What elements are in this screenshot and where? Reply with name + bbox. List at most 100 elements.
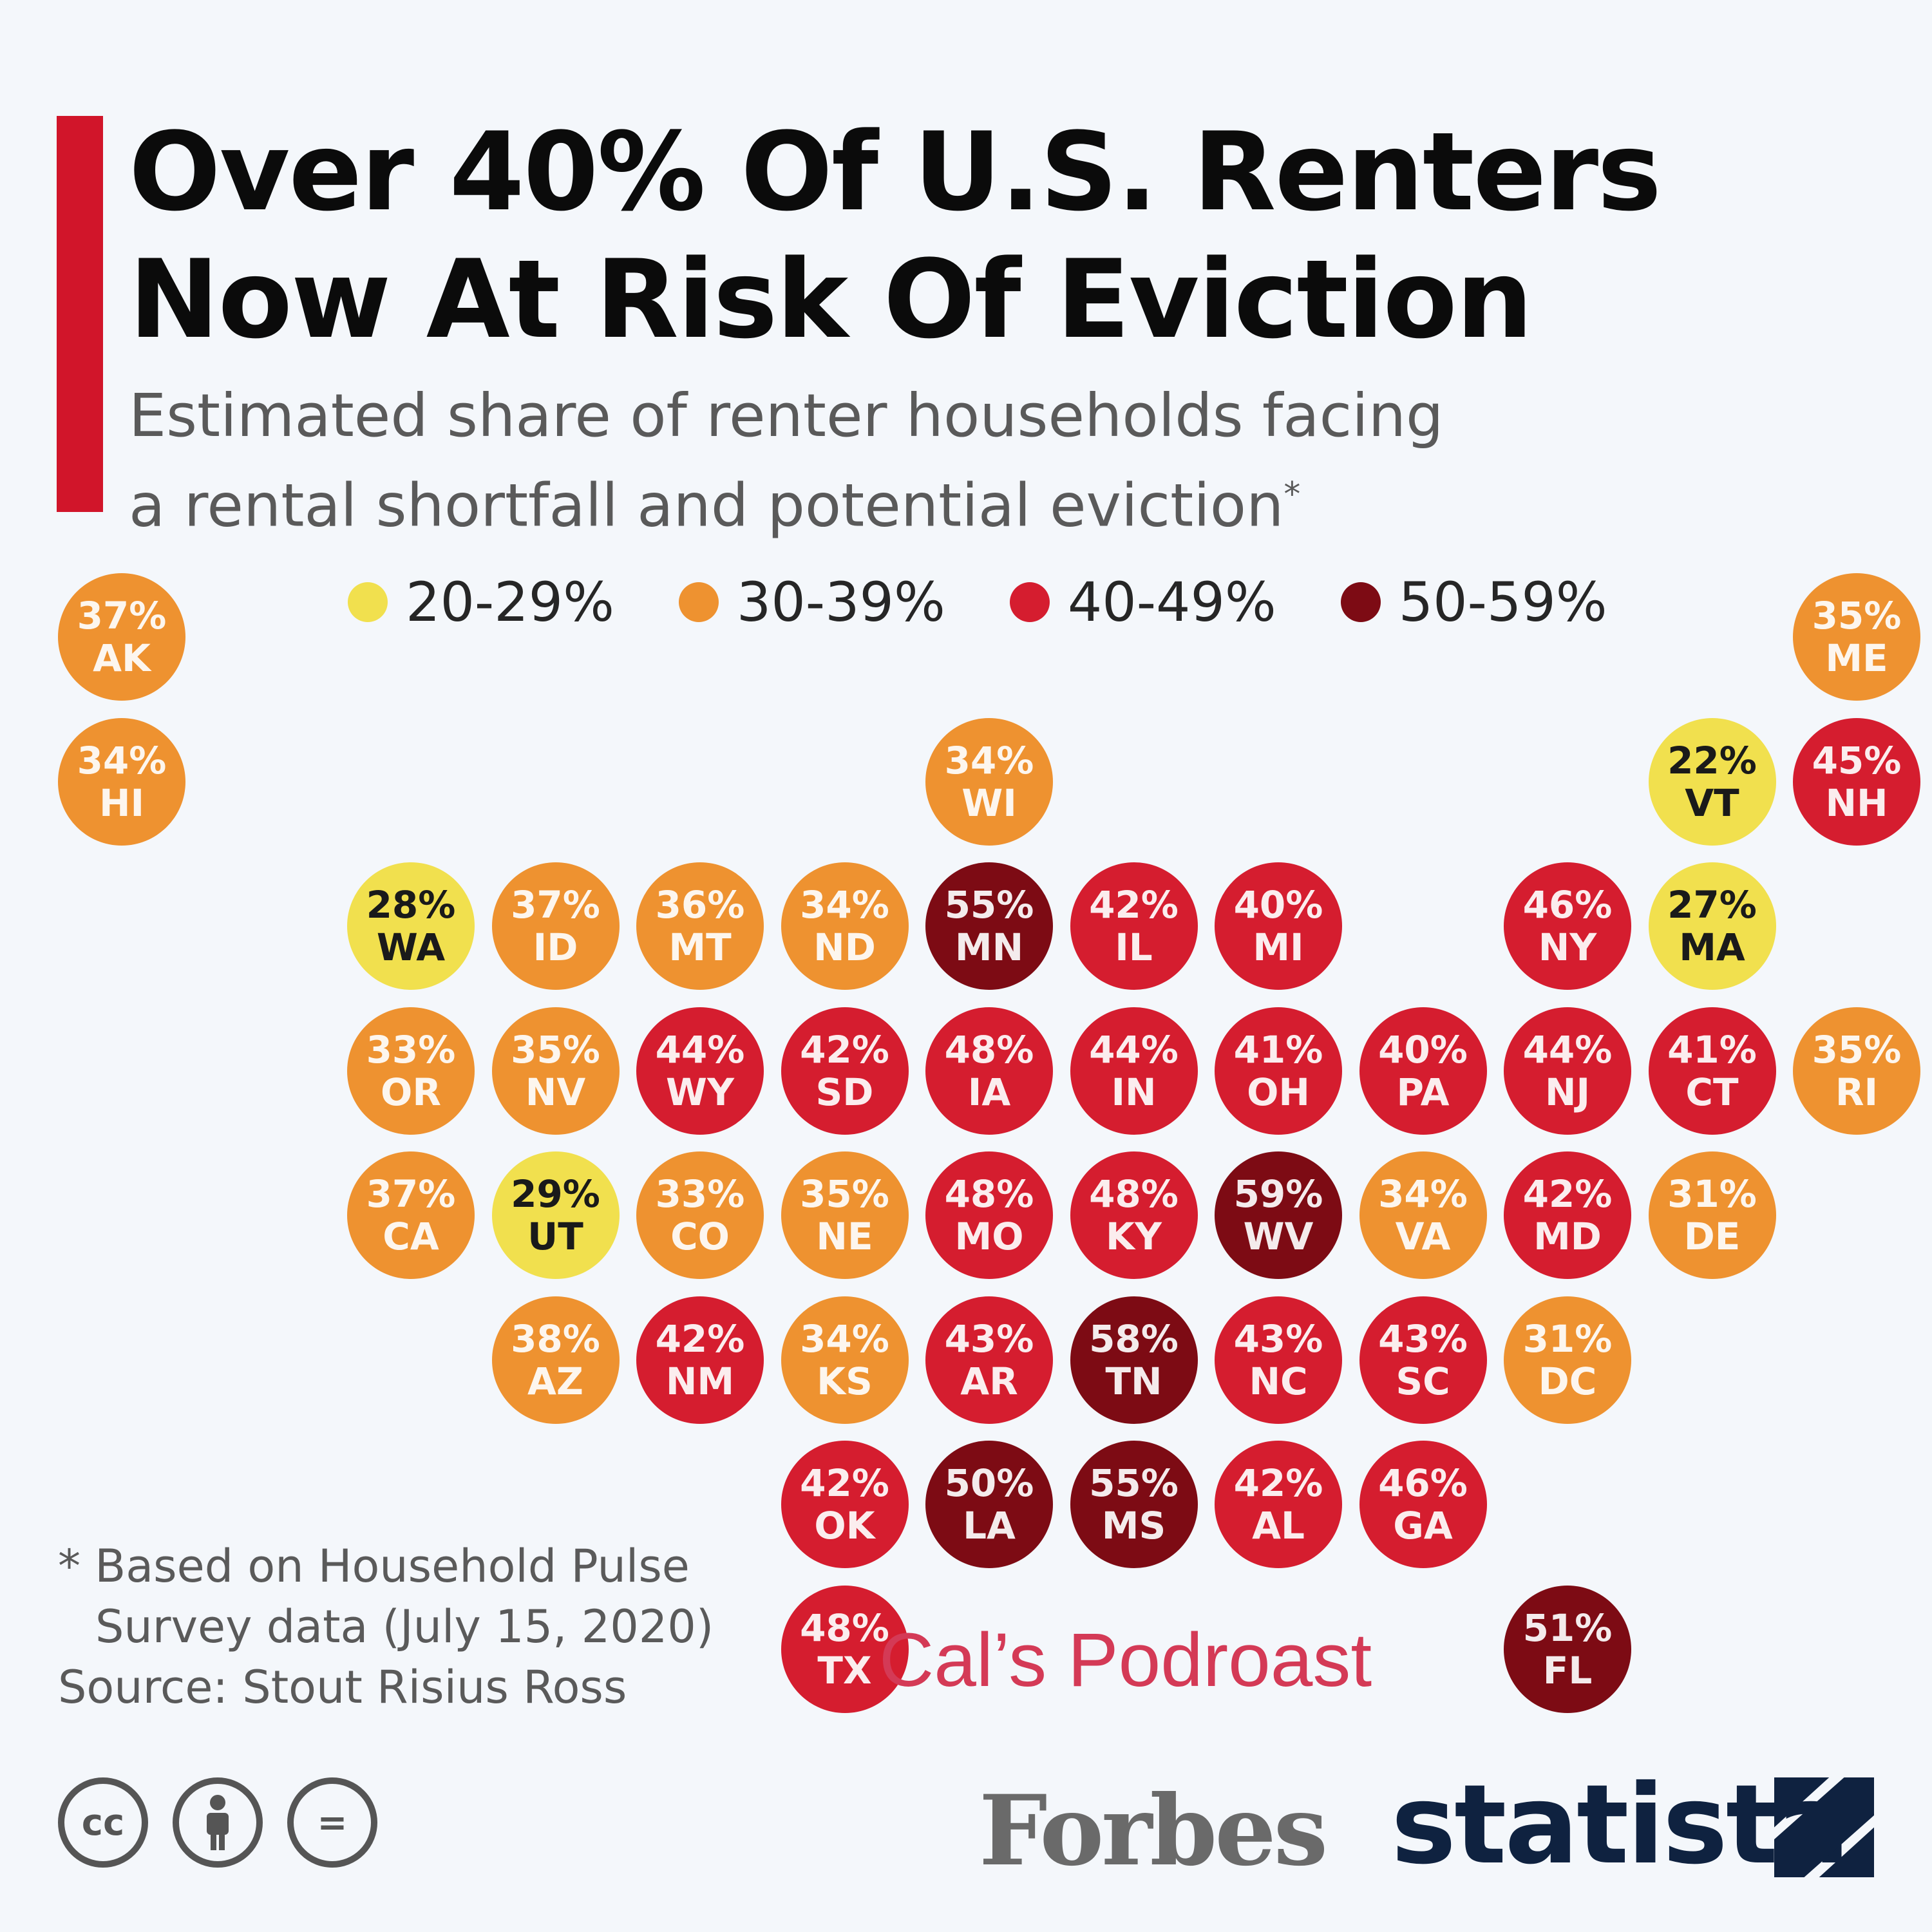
state-value: 55% bbox=[944, 883, 1034, 927]
state-tile-mn: 55% MN bbox=[925, 862, 1053, 990]
state-tile-nj: 44% NJ bbox=[1504, 1007, 1631, 1135]
state-abbr: IA bbox=[967, 1070, 1011, 1114]
state-abbr: MN bbox=[954, 925, 1024, 969]
state-value: 31% bbox=[1522, 1316, 1613, 1361]
state-abbr: AK bbox=[93, 636, 151, 680]
legend-label: 40-49% bbox=[1067, 571, 1276, 634]
state-abbr: SC bbox=[1396, 1359, 1450, 1403]
state-tile-ar: 43% AR bbox=[925, 1296, 1053, 1424]
state-value: 42% bbox=[1089, 883, 1179, 927]
state-abbr: VT bbox=[1685, 781, 1739, 825]
state-tile-md: 42% MD bbox=[1504, 1151, 1631, 1279]
state-tile-fl: 51% FL bbox=[1504, 1585, 1631, 1713]
state-value: 58% bbox=[1089, 1316, 1179, 1361]
state-value: 35% bbox=[1812, 594, 1902, 638]
state-tile-ks: 34% KS bbox=[781, 1296, 909, 1424]
legend-label: 30-39% bbox=[736, 571, 945, 634]
state-abbr: HI bbox=[99, 781, 145, 825]
source-text: Source: Stout Risius Ross bbox=[58, 1661, 627, 1714]
state-value: 34% bbox=[1378, 1172, 1468, 1216]
subtitle: Estimated share of renter households fac… bbox=[129, 377, 1610, 545]
state-value: 28% bbox=[366, 883, 456, 927]
state-abbr: CO bbox=[670, 1215, 730, 1258]
state-value: 48% bbox=[944, 1027, 1034, 1072]
state-value: 41% bbox=[1667, 1027, 1757, 1072]
statista-logo: statista bbox=[1391, 1761, 1850, 1889]
state-abbr: NM bbox=[665, 1359, 735, 1403]
state-abbr: KS bbox=[817, 1359, 873, 1403]
state-abbr: ND bbox=[813, 925, 876, 969]
state-tile-nv: 35% NV bbox=[491, 1007, 620, 1135]
state-tile-sd: 42% SD bbox=[781, 1007, 909, 1135]
state-tile-ny: 46% NY bbox=[1504, 862, 1631, 990]
state-value: 55% bbox=[1089, 1461, 1179, 1505]
state-abbr: NC bbox=[1249, 1359, 1308, 1403]
legend-item: 50-59% bbox=[1340, 571, 1607, 634]
statista-mark-icon bbox=[1774, 1777, 1874, 1877]
state-abbr: ME bbox=[1825, 636, 1888, 680]
subtitle-footnote-mark: * bbox=[1283, 475, 1301, 514]
state-tile-tx: 48% TX bbox=[781, 1585, 909, 1713]
state-value: 40% bbox=[1378, 1027, 1468, 1072]
state-abbr: NV bbox=[525, 1070, 586, 1114]
state-value: 59% bbox=[1233, 1172, 1323, 1216]
attribution-icon[interactable] bbox=[173, 1777, 263, 1868]
state-tile-ma: 27% MA bbox=[1648, 862, 1776, 990]
state-value: 37% bbox=[511, 883, 600, 927]
state-abbr: KY bbox=[1106, 1215, 1162, 1258]
state-abbr: ID bbox=[533, 925, 578, 969]
accent-bar bbox=[57, 116, 103, 512]
state-tile-or: 33% OR bbox=[347, 1007, 475, 1135]
state-tile-ok: 42% OK bbox=[781, 1441, 909, 1568]
state-tile-ky: 48% KY bbox=[1070, 1151, 1198, 1279]
state-value: 44% bbox=[655, 1027, 745, 1072]
state-value: 35% bbox=[1812, 1027, 1902, 1072]
state-tile-wi: 34% WI bbox=[925, 717, 1053, 846]
state-value: 37% bbox=[366, 1172, 456, 1216]
state-abbr: UT bbox=[527, 1215, 583, 1258]
state-abbr: WY bbox=[666, 1070, 734, 1114]
no-derivatives-icon[interactable]: = bbox=[287, 1777, 377, 1868]
footnote-line-2: Survey data (July 15, 2020) bbox=[95, 1600, 714, 1653]
state-tile-id: 37% ID bbox=[491, 862, 620, 990]
watermark-text: Cal’s Podroast bbox=[879, 1618, 1372, 1703]
state-value: 43% bbox=[1233, 1316, 1323, 1361]
state-value: 33% bbox=[366, 1027, 456, 1072]
state-abbr: NH bbox=[1825, 781, 1888, 825]
subtitle-line-2: a rental shortfall and potential evictio… bbox=[129, 471, 1284, 540]
title-line-2: Now At Risk Of Eviction bbox=[129, 236, 1533, 363]
state-value: 50% bbox=[944, 1461, 1034, 1505]
state-value: 29% bbox=[511, 1172, 600, 1216]
state-abbr: DE bbox=[1683, 1215, 1741, 1258]
cc-icon[interactable]: cc bbox=[58, 1777, 148, 1868]
state-value: 42% bbox=[655, 1316, 745, 1361]
state-tile-oh: 41% OH bbox=[1215, 1007, 1342, 1135]
state-abbr: TN bbox=[1105, 1359, 1162, 1403]
state-value: 46% bbox=[1378, 1461, 1468, 1505]
state-abbr: SD bbox=[815, 1070, 874, 1114]
state-abbr: AL bbox=[1252, 1504, 1305, 1548]
state-value: 22% bbox=[1667, 738, 1757, 782]
state-tile-sc: 43% SC bbox=[1359, 1296, 1487, 1424]
legend-swatch bbox=[1009, 582, 1050, 622]
state-abbr: MA bbox=[1679, 925, 1745, 969]
legend-item: 30-39% bbox=[678, 571, 945, 634]
state-abbr: MO bbox=[954, 1215, 1024, 1258]
state-abbr: CT bbox=[1685, 1070, 1739, 1114]
state-abbr: NE bbox=[816, 1215, 873, 1258]
state-tile-in: 44% IN bbox=[1070, 1007, 1198, 1135]
state-tile-tn: 58% TN bbox=[1070, 1296, 1198, 1424]
state-tile-ms: 55% MS bbox=[1070, 1441, 1198, 1568]
state-value: 41% bbox=[1233, 1027, 1323, 1072]
state-tile-nh: 45% NH bbox=[1793, 717, 1920, 846]
state-value: 48% bbox=[1089, 1172, 1179, 1216]
legend-swatch bbox=[1340, 582, 1381, 622]
state-value: 37% bbox=[77, 594, 167, 638]
state-tile-nm: 42% NM bbox=[636, 1296, 764, 1424]
state-abbr: WA bbox=[376, 925, 446, 969]
state-abbr: WI bbox=[961, 781, 1017, 825]
state-value: 43% bbox=[944, 1316, 1034, 1361]
state-value: 35% bbox=[800, 1172, 889, 1216]
state-abbr: NY bbox=[1538, 925, 1597, 969]
